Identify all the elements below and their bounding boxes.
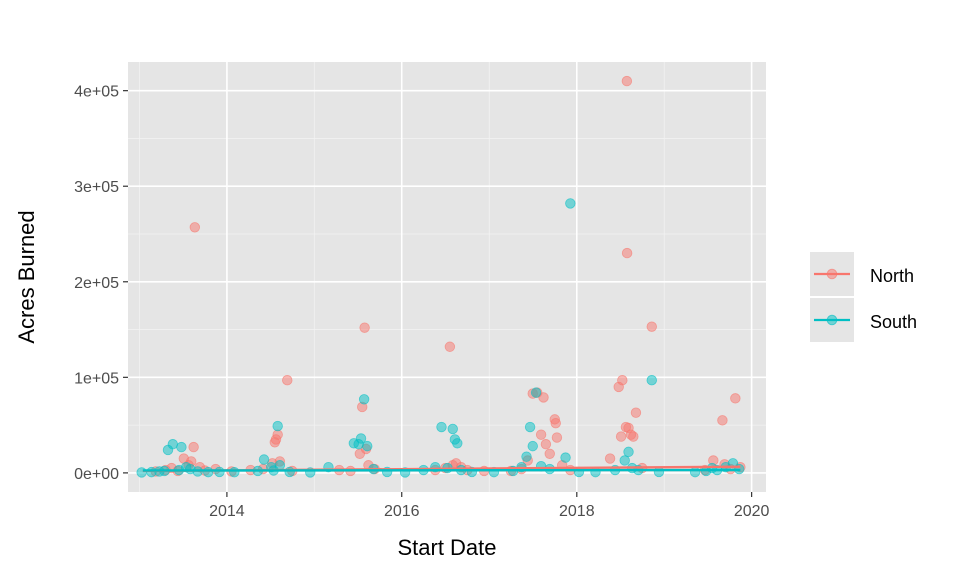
point-north: [604, 453, 616, 464]
x-tick-label: 2016: [384, 503, 420, 520]
point-south: [521, 451, 532, 462]
point-north: [550, 418, 561, 429]
point-south: [646, 375, 657, 386]
point-south: [203, 466, 214, 478]
point-south: [452, 438, 463, 449]
trend-lines: [142, 465, 741, 473]
y-axis-title: Acres Burned: [14, 210, 39, 343]
y-tick-label: 3e+05: [74, 179, 119, 196]
point-north: [544, 448, 555, 459]
point-south: [358, 394, 370, 405]
legend: North South: [810, 252, 917, 342]
point-south: [447, 423, 458, 435]
y-tick-label: 2e+05: [74, 275, 119, 292]
point-north: [717, 415, 728, 426]
y-tick-label: 4e+05: [74, 84, 119, 101]
point-south: [229, 467, 240, 478]
point-south: [653, 466, 665, 478]
point-north: [621, 247, 633, 259]
point-north: [617, 375, 628, 386]
point-south: [274, 460, 286, 471]
point-north: [551, 432, 563, 443]
point-north: [272, 429, 283, 440]
point-south: [362, 440, 373, 452]
point-north: [538, 392, 549, 403]
x-tick-label: 2018: [559, 503, 595, 520]
legend-marker-north: [826, 268, 838, 280]
point-north: [628, 431, 639, 442]
x-tick-label: 2020: [734, 503, 770, 520]
point-north: [444, 341, 456, 352]
plot-panel: [128, 62, 766, 492]
point-south: [527, 440, 538, 452]
point-north: [282, 375, 293, 386]
y-tick-label: 1e+05: [74, 370, 119, 387]
point-south: [355, 433, 367, 444]
point-south: [272, 420, 283, 432]
minor-gridlines: [128, 62, 766, 492]
point-south: [258, 454, 270, 465]
point-south: [689, 466, 701, 478]
point-south: [524, 421, 536, 433]
point-south: [167, 439, 178, 450]
point-north: [730, 393, 741, 404]
y-axis: 0e+00 1e+05 2e+05 3e+05 4e+05: [74, 84, 128, 483]
point-north: [359, 322, 370, 333]
legend-label-north: North: [870, 266, 914, 286]
legend-label-south: South: [870, 312, 917, 332]
point-south: [284, 466, 295, 478]
point-south: [176, 441, 187, 453]
point-south: [436, 421, 447, 433]
x-tick-label: 2014: [209, 503, 245, 520]
point-north: [621, 75, 633, 87]
x-axis: 2014 2016 2018 2020: [209, 492, 770, 520]
point-south: [560, 452, 571, 463]
point-north: [630, 407, 642, 418]
x-axis-title: Start Date: [397, 535, 496, 560]
point-north: [535, 429, 547, 440]
point-north: [540, 439, 552, 450]
major-gridlines: [128, 62, 766, 492]
point-south: [136, 467, 147, 478]
point-south: [623, 446, 634, 458]
point-south: [619, 455, 630, 466]
point-south: [565, 198, 576, 209]
point-north: [615, 431, 627, 442]
point-north: [189, 222, 201, 233]
point-north: [646, 321, 657, 332]
point-north: [188, 441, 199, 453]
point-south: [214, 466, 225, 478]
point-south: [530, 387, 542, 398]
legend-marker-south: [826, 314, 838, 326]
y-tick-label: 0e+00: [74, 466, 119, 483]
